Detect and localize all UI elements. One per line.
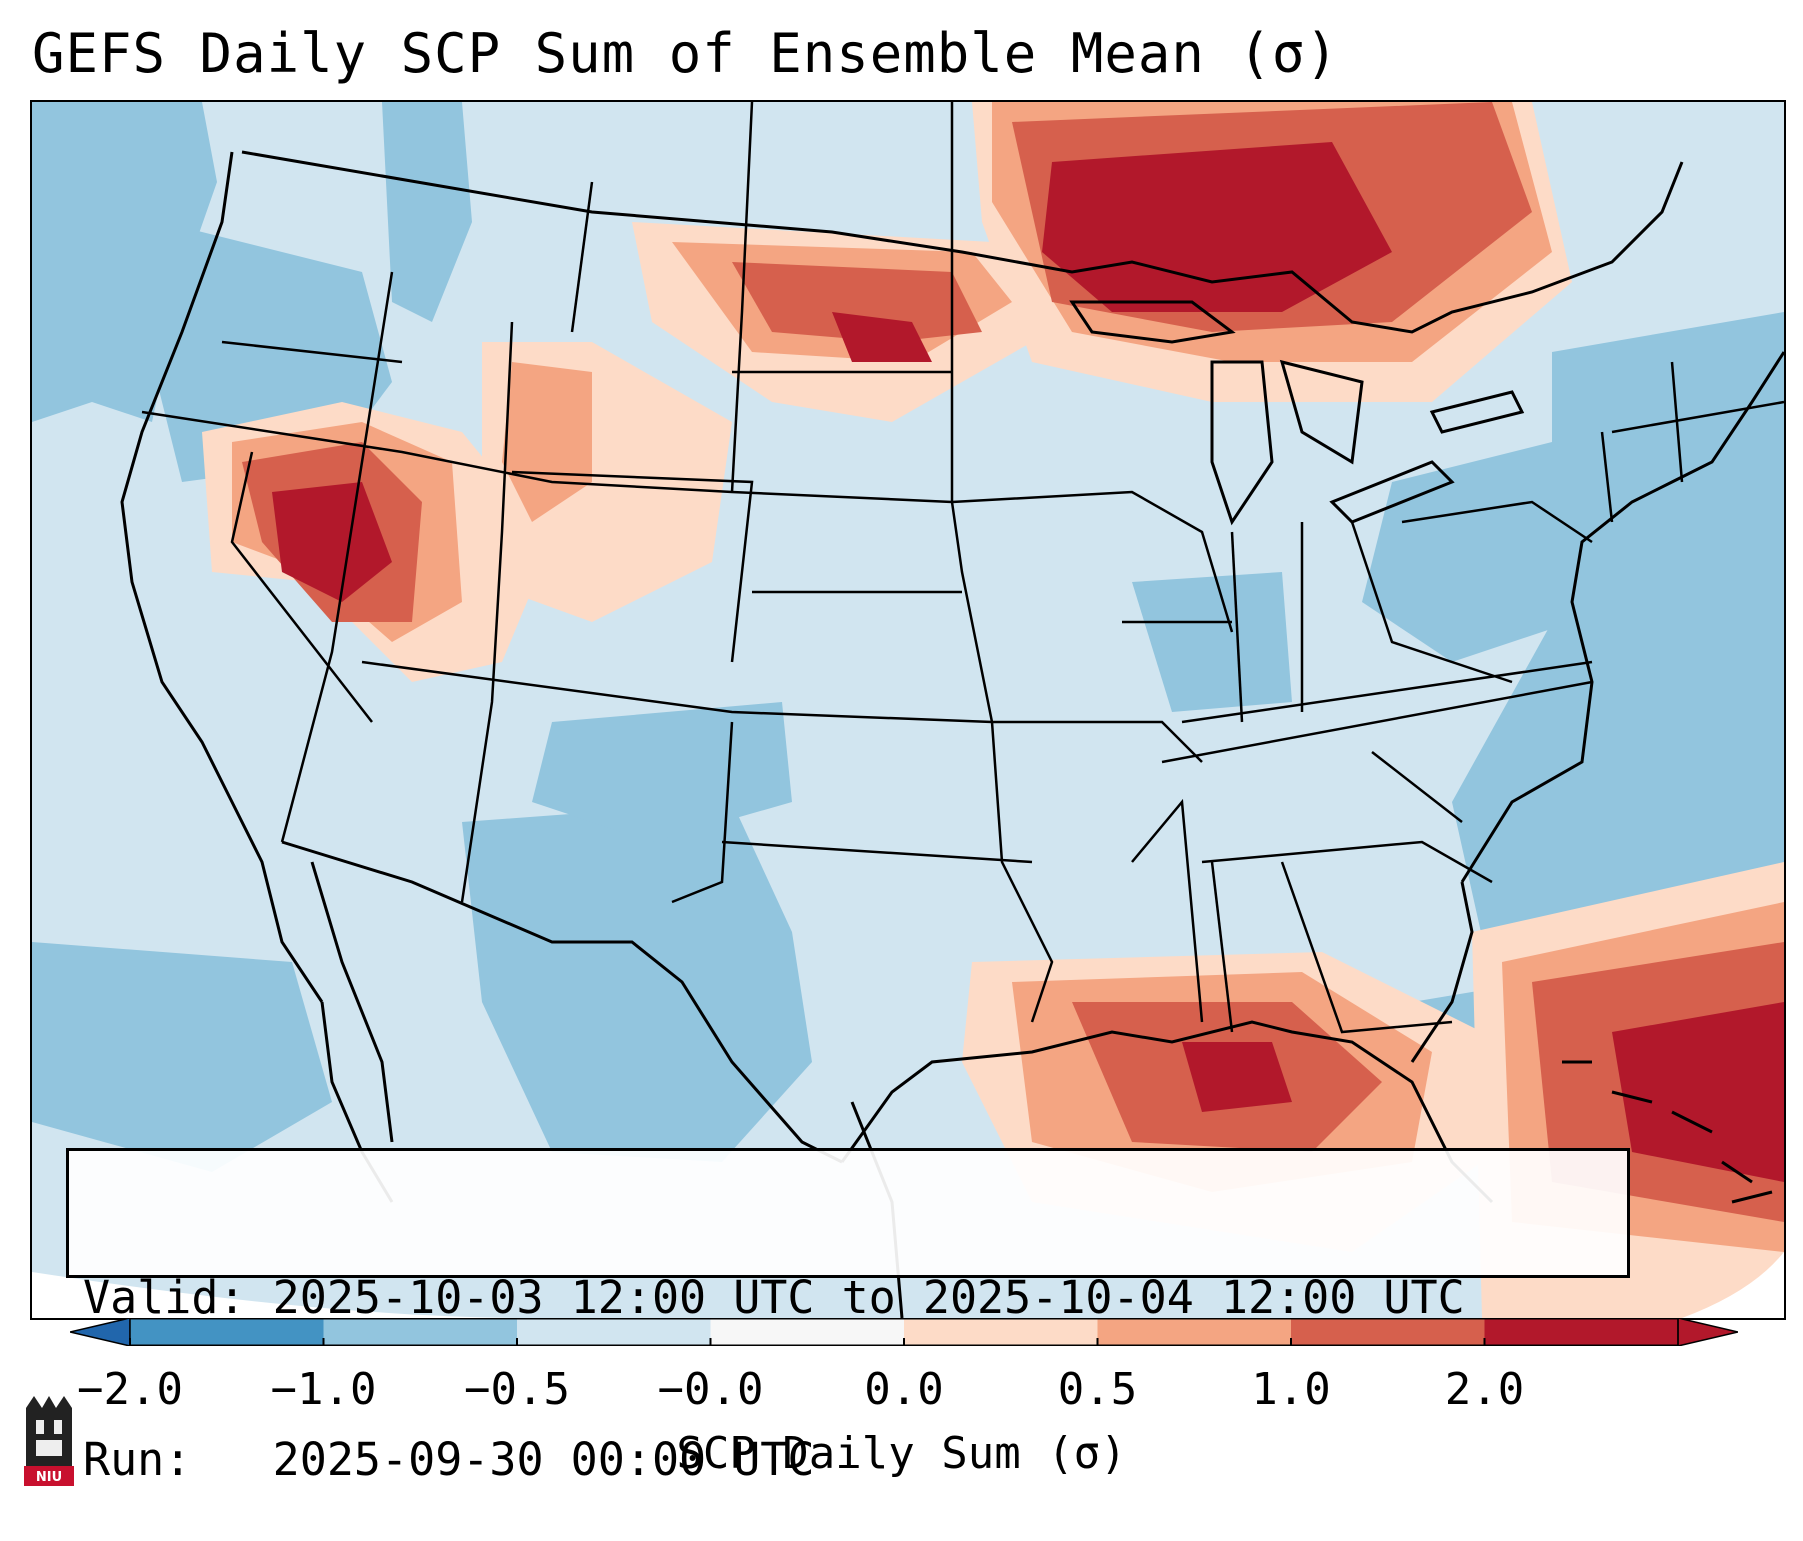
gulf-coast bbox=[840, 1020, 1494, 1204]
colorbar-segment bbox=[517, 1318, 711, 1346]
ontario-dark-red bbox=[1042, 142, 1392, 312]
lake-huron bbox=[1279, 359, 1364, 465]
west-coast bbox=[120, 151, 324, 1003]
atlantic-blue bbox=[1452, 312, 1784, 982]
nevada-dark-red bbox=[272, 482, 392, 602]
bahamas-dark-red bbox=[1612, 1002, 1784, 1182]
border-line-2 bbox=[221, 340, 403, 364]
colorbar-tick-label: 2.0 bbox=[1444, 1364, 1525, 1415]
border-line-30 bbox=[1600, 431, 1614, 523]
projection-edge-right bbox=[1682, 1252, 1784, 1318]
logo-tower bbox=[26, 1408, 72, 1466]
colorbar-segment bbox=[710, 1318, 905, 1346]
run-time-text: Run: 2025-09-30 00:00 UTC bbox=[83, 1433, 815, 1486]
border-line-17 bbox=[992, 720, 1203, 763]
pacific-blue-region bbox=[32, 102, 217, 422]
border-line-14 bbox=[990, 721, 1054, 1023]
colorbar-extend-low bbox=[70, 1318, 131, 1346]
border-line-29 bbox=[1371, 751, 1463, 823]
east-pacific-blue bbox=[32, 942, 332, 1172]
border-line-6 bbox=[511, 470, 754, 663]
border-line-21 bbox=[1230, 531, 1244, 723]
border-line-31 bbox=[1670, 361, 1684, 483]
colorbar-label: SCP Daily Sum (σ) bbox=[676, 1428, 1127, 1479]
border-line-19 bbox=[1161, 680, 1593, 764]
island-4 bbox=[1721, 1160, 1753, 1184]
niu-logo: NIU bbox=[24, 1396, 74, 1486]
border-line-1 bbox=[141, 410, 953, 504]
colorbar-tick-label: 0.5 bbox=[1057, 1364, 1138, 1415]
lake-erie bbox=[1329, 460, 1455, 524]
border-line-32 bbox=[1611, 400, 1784, 434]
extreme-positive-layer bbox=[272, 142, 1784, 1182]
island-5 bbox=[1731, 1190, 1773, 1204]
colorbar-segment bbox=[1291, 1318, 1485, 1346]
colorbar-tick-label: 1.0 bbox=[1251, 1364, 1331, 1415]
border-line-8 bbox=[570, 181, 594, 333]
border-line-4 bbox=[230, 451, 373, 723]
border-line-27 bbox=[1280, 861, 1453, 1034]
north-dakota-dark-red bbox=[832, 312, 932, 362]
island-2 bbox=[1611, 1090, 1653, 1104]
lake-michigan bbox=[1210, 360, 1274, 526]
colorbar-extend-high bbox=[1677, 1318, 1738, 1346]
colorbar-segment bbox=[1097, 1318, 1292, 1346]
lake-superior bbox=[1069, 300, 1236, 344]
colorbar-segment bbox=[130, 1318, 324, 1346]
border-line-26 bbox=[1210, 861, 1234, 1033]
north-dakota-red bbox=[732, 262, 982, 342]
valid-run-info-box: Valid: 2025-10-03 12:00 UTC to 2025-10-0… bbox=[66, 1148, 1630, 1486]
map-panel bbox=[30, 100, 1786, 1320]
border-line-5 bbox=[460, 321, 514, 903]
colorbar-tick-label: −0.5 bbox=[464, 1364, 570, 1415]
state-borders-layer bbox=[141, 102, 1784, 1034]
projection-edge-left bbox=[32, 1272, 532, 1318]
border-line-23 bbox=[1350, 521, 1513, 684]
border-line-15 bbox=[721, 840, 1033, 864]
colorbar-tick-label: 0.0 bbox=[864, 1364, 944, 1415]
kentucky-blue bbox=[1132, 572, 1292, 712]
island-3 bbox=[1671, 1110, 1713, 1134]
border-line-28 bbox=[1201, 840, 1493, 884]
colorbar bbox=[70, 1318, 1738, 1346]
border-line-16 bbox=[951, 490, 1234, 633]
logo-text: NIU bbox=[36, 1470, 62, 1485]
border-line-24 bbox=[1401, 500, 1593, 544]
colorbar-tick-label: −0.0 bbox=[657, 1364, 764, 1415]
lake-ontario bbox=[1429, 390, 1525, 434]
border-line-3 bbox=[280, 271, 394, 843]
idaho-blue bbox=[382, 102, 472, 322]
border-line-25 bbox=[1131, 798, 1204, 1023]
gulf-dark-red bbox=[1182, 1042, 1292, 1112]
us-mexico-border bbox=[281, 840, 843, 1164]
valid-time-text: Valid: 2025-10-03 12:00 UTC to 2025-10-0… bbox=[83, 1271, 1465, 1324]
islands-layer bbox=[1562, 1060, 1773, 1204]
borders-layer bbox=[120, 150, 1784, 1318]
southwest-mexico-blue bbox=[462, 802, 812, 1162]
florida-east-coast bbox=[1410, 881, 1474, 1063]
border-line-13 bbox=[671, 721, 734, 904]
colorbar-segment bbox=[904, 1318, 1098, 1346]
colorbar-segment bbox=[323, 1318, 518, 1346]
logo-banner bbox=[24, 1466, 74, 1486]
border-line-9 bbox=[730, 102, 754, 493]
gulf-of-california-coast bbox=[310, 861, 394, 1143]
east-coast bbox=[1460, 351, 1784, 883]
map-canvas bbox=[32, 102, 1784, 1318]
chart-title: GEFS Daily SCP Sum of Ensemble Mean (σ) bbox=[32, 22, 1339, 85]
colorbar-tick-label: −2.0 bbox=[77, 1364, 183, 1415]
us-canada-border bbox=[241, 150, 1684, 334]
colorbar-segment bbox=[1484, 1318, 1679, 1346]
border-line-20 bbox=[1181, 660, 1593, 724]
colorbar-tick-label: −1.0 bbox=[270, 1364, 377, 1415]
border-line-7 bbox=[361, 660, 993, 724]
